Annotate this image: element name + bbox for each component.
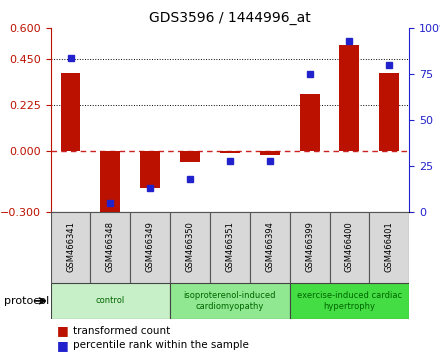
Text: GSM466399: GSM466399 [305, 221, 314, 272]
Text: GSM466351: GSM466351 [225, 221, 235, 272]
Text: percentile rank within the sample: percentile rank within the sample [73, 340, 249, 350]
Bar [51, 283, 170, 319]
Text: GSM466349: GSM466349 [146, 221, 155, 272]
Bar [340, 45, 359, 151]
Text: protocol: protocol [4, 296, 50, 306]
Text: GSM466341: GSM466341 [66, 221, 75, 272]
Bar [91, 212, 130, 283]
Bar [379, 73, 399, 151]
Text: control: control [96, 296, 125, 306]
Bar [220, 151, 240, 153]
Text: GSM466394: GSM466394 [265, 221, 274, 272]
Text: exercise-induced cardiac
hypertrophy: exercise-induced cardiac hypertrophy [297, 291, 402, 310]
Title: GDS3596 / 1444996_at: GDS3596 / 1444996_at [149, 11, 311, 24]
Text: isoproterenol-induced
cardiomyopathy: isoproterenol-induced cardiomyopathy [183, 291, 276, 310]
Bar [369, 212, 409, 283]
Bar [180, 151, 200, 162]
Bar [61, 73, 81, 151]
Text: ■: ■ [57, 325, 69, 337]
Text: ■: ■ [57, 339, 69, 352]
Bar [330, 212, 369, 283]
Text: GSM466401: GSM466401 [385, 221, 394, 272]
Text: transformed count: transformed count [73, 326, 170, 336]
Bar [250, 212, 290, 283]
Bar [100, 151, 120, 217]
Text: GSM466348: GSM466348 [106, 221, 115, 272]
Bar [51, 212, 91, 283]
Text: GSM466350: GSM466350 [186, 221, 194, 272]
Bar [300, 94, 319, 151]
Text: GSM466400: GSM466400 [345, 221, 354, 272]
Bar [290, 283, 409, 319]
Bar [260, 151, 280, 155]
Bar [170, 283, 290, 319]
Bar [210, 212, 250, 283]
Bar [140, 151, 160, 188]
Bar [170, 212, 210, 283]
Bar [290, 212, 330, 283]
Bar [130, 212, 170, 283]
